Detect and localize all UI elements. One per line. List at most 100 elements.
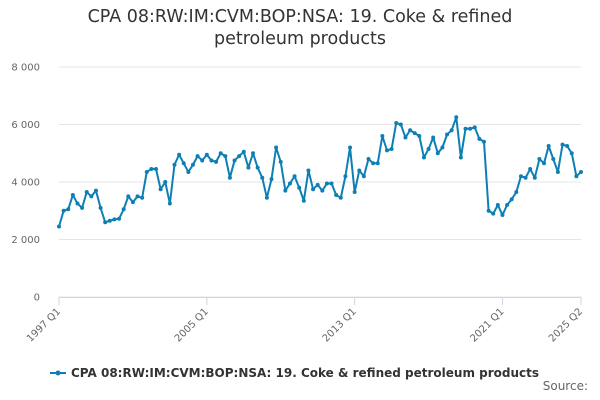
data-point[interactable] — [190, 162, 195, 167]
data-point[interactable] — [505, 203, 510, 207]
data-point[interactable] — [481, 139, 486, 144]
data-point[interactable] — [163, 180, 168, 184]
data-point[interactable] — [241, 149, 246, 154]
data-point[interactable] — [311, 187, 316, 192]
data-point[interactable] — [375, 161, 380, 166]
data-point[interactable] — [117, 216, 122, 221]
data-point[interactable] — [75, 201, 80, 206]
data-point[interactable] — [112, 217, 117, 222]
data-point[interactable] — [555, 169, 560, 174]
data-point[interactable] — [98, 205, 103, 210]
data-point[interactable] — [227, 175, 232, 180]
data-point[interactable] — [260, 175, 265, 180]
data-point[interactable] — [408, 128, 413, 133]
data-point[interactable] — [579, 169, 583, 174]
data-point[interactable] — [574, 174, 579, 179]
data-point[interactable] — [283, 188, 288, 193]
data-point[interactable] — [389, 146, 394, 151]
data-point[interactable] — [186, 169, 191, 174]
data-point[interactable] — [324, 181, 329, 186]
data-point[interactable] — [426, 146, 431, 151]
data-point[interactable] — [232, 158, 237, 163]
data-point[interactable] — [477, 136, 482, 141]
data-point[interactable] — [329, 181, 334, 186]
data-point[interactable] — [320, 188, 325, 193]
data-point[interactable] — [449, 128, 454, 133]
data-point[interactable] — [70, 192, 75, 197]
data-point[interactable] — [57, 224, 61, 229]
data-point[interactable] — [528, 167, 533, 172]
data-point[interactable] — [209, 158, 214, 163]
data-point[interactable] — [421, 155, 426, 160]
data-point[interactable] — [204, 152, 209, 157]
data-point[interactable] — [61, 208, 66, 213]
data-point[interactable] — [292, 174, 297, 179]
data-point[interactable] — [269, 177, 274, 182]
data-point[interactable] — [140, 195, 145, 200]
data-point[interactable] — [251, 151, 256, 156]
data-point[interactable] — [154, 167, 159, 172]
data-point[interactable] — [435, 151, 440, 156]
data-point[interactable] — [440, 145, 445, 150]
data-point[interactable] — [287, 181, 292, 186]
data-point[interactable] — [121, 207, 126, 212]
data-point[interactable] — [560, 142, 565, 147]
data-point[interactable] — [361, 174, 366, 179]
data-point[interactable] — [551, 157, 556, 161]
data-point[interactable] — [334, 192, 339, 197]
data-point[interactable] — [135, 194, 140, 199]
data-point[interactable] — [417, 134, 422, 138]
data-point[interactable] — [472, 125, 477, 130]
data-point[interactable] — [486, 208, 491, 213]
data-point[interactable] — [103, 220, 108, 225]
data-point[interactable] — [491, 211, 496, 216]
data-point[interactable] — [167, 201, 172, 206]
data-point[interactable] — [384, 148, 389, 153]
data-point[interactable] — [371, 161, 376, 166]
data-point[interactable] — [546, 144, 551, 149]
data-point[interactable] — [445, 132, 450, 137]
data-point[interactable] — [394, 121, 399, 126]
data-point[interactable] — [532, 175, 537, 180]
data-point[interactable] — [66, 207, 71, 212]
data-point[interactable] — [200, 158, 205, 163]
data-point[interactable] — [352, 190, 357, 195]
data-point[interactable] — [500, 213, 505, 218]
data-point[interactable] — [468, 126, 473, 131]
data-point[interactable] — [237, 154, 242, 159]
data-point[interactable] — [431, 135, 436, 140]
data-point[interactable] — [514, 190, 519, 195]
data-point[interactable] — [537, 157, 542, 161]
data-point[interactable] — [149, 167, 154, 172]
data-point[interactable] — [357, 168, 362, 173]
data-point[interactable] — [107, 218, 112, 223]
data-point[interactable] — [565, 144, 570, 149]
data-point[interactable] — [315, 182, 320, 187]
data-point[interactable] — [297, 185, 302, 190]
data-point[interactable] — [172, 162, 177, 167]
data-point[interactable] — [403, 135, 408, 140]
data-point[interactable] — [255, 165, 260, 170]
data-point[interactable] — [454, 115, 459, 120]
data-point[interactable] — [246, 165, 251, 170]
data-point[interactable] — [264, 195, 269, 200]
data-point[interactable] — [126, 194, 131, 199]
data-point[interactable] — [80, 205, 85, 210]
data-point[interactable] — [542, 161, 547, 166]
data-point[interactable] — [366, 157, 371, 161]
data-point[interactable] — [518, 174, 523, 179]
data-point[interactable] — [495, 203, 500, 207]
legend[interactable]: CPA 08:RW:IM:CVM:BOP:NSA: 19. Coke & ref… — [50, 366, 539, 380]
data-point[interactable] — [278, 159, 283, 164]
data-point[interactable] — [301, 198, 306, 203]
data-point[interactable] — [274, 145, 279, 150]
data-point[interactable] — [195, 154, 200, 159]
data-point[interactable] — [523, 175, 528, 180]
data-point[interactable] — [144, 169, 149, 174]
data-point[interactable] — [412, 131, 417, 136]
data-point[interactable] — [463, 126, 468, 131]
data-point[interactable] — [84, 190, 89, 195]
data-point[interactable] — [380, 134, 385, 138]
data-point[interactable] — [177, 152, 182, 157]
data-point[interactable] — [89, 194, 94, 199]
